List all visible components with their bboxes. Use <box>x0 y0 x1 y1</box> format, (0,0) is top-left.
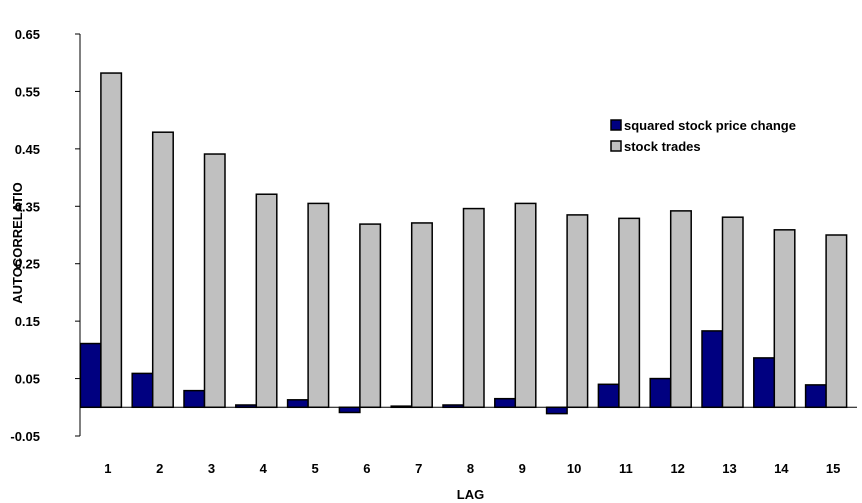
y-tick-label: 0.55 <box>15 84 40 99</box>
y-tick-label: 0.35 <box>15 199 40 214</box>
bar-stock-trades-lag-14 <box>773 229 796 409</box>
bar-stock-trades-lag-9 <box>514 202 537 409</box>
bar-squared-price-change-lag-9 <box>494 397 517 409</box>
x-tick-label: 2 <box>156 461 163 476</box>
x-tick-label: 1 <box>104 461 111 476</box>
x-tick-label: 8 <box>467 461 474 476</box>
x-ticks-group: 1 2 3 4 5 6 7 8 9 10 11 12 13 14 15 <box>104 461 840 476</box>
bar-stock-trades-lag-11 <box>618 217 641 409</box>
legend-label: stock trades <box>624 139 701 154</box>
bars-group <box>79 72 857 415</box>
y-tick-label: 0.15 <box>15 314 40 329</box>
y-tick-label: 0.65 <box>15 27 40 42</box>
bar-stock-trades-lag-3 <box>203 153 226 409</box>
legend-label: squared stock price change <box>624 118 796 133</box>
legend-swatch <box>610 119 622 131</box>
x-tick-label: 13 <box>722 461 736 476</box>
x-tick-label: 11 <box>619 461 633 476</box>
bar-squared-price-change-lag-12 <box>649 377 672 409</box>
bar-stock-trades-lag-4 <box>255 193 278 409</box>
bar-stock-trades-lag-5 <box>307 202 330 409</box>
y-tick-label: -0.05 <box>10 429 40 444</box>
bar-stock-trades-lag-13 <box>721 216 744 409</box>
y-tick-label: 0.45 <box>15 142 40 157</box>
bar-squared-price-change-lag-14 <box>753 357 776 409</box>
bar-squared-price-change-lag-10 <box>545 406 568 415</box>
x-tick-label: 3 <box>208 461 215 476</box>
x-tick-label: 12 <box>670 461 684 476</box>
y-tick-label: 0.05 <box>15 372 40 387</box>
y-tick-label: 0.25 <box>15 257 40 272</box>
bar-squared-price-change-lag-11 <box>597 383 620 409</box>
bar-stock-trades-lag-1 <box>100 72 123 409</box>
bar-stock-trades-lag-2 <box>151 131 174 409</box>
bar-squared-price-change-lag-13 <box>701 330 724 409</box>
bar-squared-price-change-lag-3 <box>183 389 206 409</box>
bar-squared-price-change-lag-5 <box>286 399 309 409</box>
legend: squared stock price change stock trades <box>610 118 796 154</box>
x-tick-label: 4 <box>260 461 268 476</box>
bar-stock-trades-lag-6 <box>359 223 382 409</box>
x-axis-title: LAG <box>457 487 484 502</box>
x-tick-label: 5 <box>311 461 318 476</box>
bar-squared-price-change-lag-15 <box>804 384 827 409</box>
bar-stock-trades-lag-15 <box>825 234 848 409</box>
x-tick-label: 6 <box>363 461 370 476</box>
bar-stock-trades-lag-8 <box>462 207 485 409</box>
x-tick-label: 14 <box>774 461 789 476</box>
y-ticks-group: 0.65 0.55 0.45 0.35 0.25 0.15 0.05 -0.05 <box>10 27 80 444</box>
bar-squared-price-change-lag-6 <box>338 406 361 414</box>
x-tick-label: 10 <box>567 461 581 476</box>
bar-stock-trades-lag-12 <box>669 210 692 409</box>
x-tick-label: 9 <box>519 461 526 476</box>
x-tick-label: 15 <box>826 461 840 476</box>
legend-swatch <box>610 140 622 152</box>
y-axis-title: AUTOCORRELATIO <box>10 182 25 304</box>
bar-squared-price-change-lag-1 <box>79 342 102 409</box>
x-tick-label: 7 <box>415 461 422 476</box>
bar-stock-trades-lag-10 <box>566 214 589 409</box>
bar-stock-trades-lag-7 <box>410 222 433 409</box>
bar-squared-price-change-lag-2 <box>131 372 154 409</box>
